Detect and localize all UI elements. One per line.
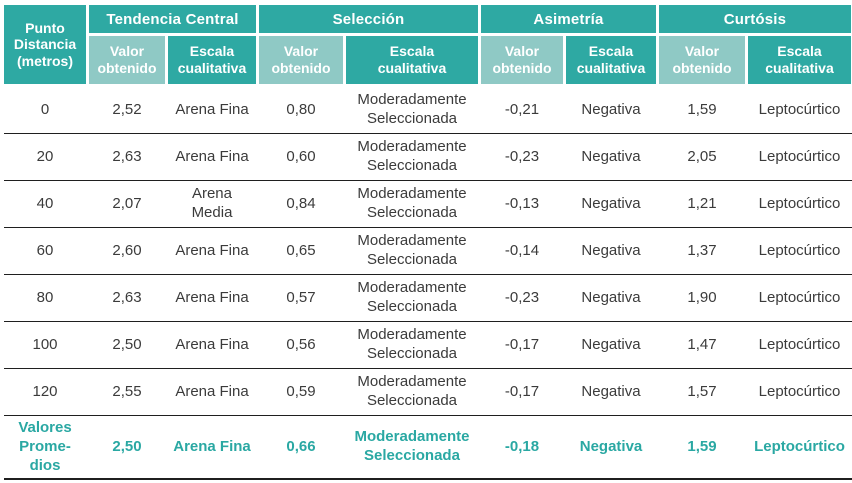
table-cell: Negativa: [579, 437, 643, 455]
table-cell: -0,17: [504, 335, 540, 353]
table-cell: Leptocúrtico: [758, 288, 841, 306]
table-row: 120 2,55 Arena Fina 0,59 Moderadamente Selec…: [4, 369, 852, 416]
subheader-valor-obtenido: Valor obtenido: [259, 36, 343, 84]
table-cell: 0,66: [286, 437, 316, 455]
table-cell: Arena Fina: [173, 437, 251, 455]
table-row: 20 2,63 Arena Fina 0,60 Moderadamente Selecc…: [4, 134, 852, 181]
table-cell: 40: [36, 194, 54, 212]
table-cell: Negativa: [581, 100, 641, 118]
table-cell: 1,47: [687, 335, 717, 353]
table-body: 0 2,52 Arena Fina 0,80 Moderadamente Selecci…: [4, 87, 852, 481]
group-header-tendencia-central: Tendencia Central: [89, 5, 256, 33]
table-cell: 2,60: [112, 241, 142, 259]
subheader-valor-obtenido: Valor obtenido: [481, 36, 563, 84]
table-cell: -0,17: [504, 382, 540, 400]
group-header-seleccion: Selección: [259, 5, 478, 33]
table-row: 100 2,50 Arena Fina 0,56 Moderadamente Selec…: [4, 322, 852, 369]
table-cell: 120: [32, 382, 58, 400]
table-row: 80 2,63 Arena Fina 0,57 Moderadamente Selecc…: [4, 275, 852, 322]
table-cell: Negativa: [581, 288, 641, 306]
table-cell: Moderadamente Seleccionada: [354, 428, 470, 465]
table-cell: 0,59: [286, 382, 316, 400]
table-cell: Arena Fina: [175, 100, 249, 118]
table-cell: 2,50: [112, 335, 142, 353]
subheader-escala-cualitativa: Escala cualitativa: [346, 36, 478, 84]
table-cell: Moderadamente Seleccionada: [357, 326, 467, 362]
table-cell: Negativa: [581, 147, 641, 165]
table-row: 60 2,60 Arena Fina 0,65 Moderadamente Selecc…: [4, 228, 852, 275]
table-cell: 1,37: [687, 241, 717, 259]
table-cell: Arena Fina: [175, 241, 249, 259]
table-cell: Arena Fina: [175, 288, 249, 306]
group-header-asimetria: Asimetría: [481, 5, 656, 33]
table-cell: Arena Fina: [175, 335, 249, 353]
group-header-curtosis: Curtósis: [659, 5, 851, 33]
table-cell: Leptocúrtico: [758, 147, 841, 165]
table-cell: 2,07: [112, 194, 142, 212]
table-cell: Moderadamente Seleccionada: [357, 232, 467, 268]
table-cell: Valores Prome- dios: [18, 419, 72, 474]
subheader-valor-obtenido: Valor obtenido: [659, 36, 745, 84]
table-cell: Leptocúrtico: [758, 194, 841, 212]
table-cell: -0,23: [504, 288, 540, 306]
table-cell: 2,63: [112, 288, 142, 306]
table-cell: Arena Fina: [175, 382, 249, 400]
table-cell: Negativa: [581, 382, 641, 400]
table-cell: 0: [40, 100, 50, 118]
table-cell: 2,50: [112, 437, 142, 455]
table-cell: 1,59: [687, 100, 717, 118]
table-cell: 0,60: [286, 147, 316, 165]
table-cell: Leptocúrtico: [758, 100, 841, 118]
table-row: 0 2,52 Arena Fina 0,80 Moderadamente Selecci…: [4, 87, 852, 134]
table-cell: -0,18: [504, 437, 540, 455]
table-row: 40 2,07 Arena Media 0,84 Moderadamente Selec…: [4, 181, 852, 228]
table-cell: Moderadamente Seleccionada: [357, 91, 467, 127]
table-cell: -0,13: [504, 194, 540, 212]
table-cell: -0,23: [504, 147, 540, 165]
subheader-valor-obtenido: Valor obtenido: [89, 36, 165, 84]
table-cell: Negativa: [581, 335, 641, 353]
table-header: Punto Distancia (metros) Tendencia Centr…: [4, 5, 852, 84]
table-cell: 2,05: [687, 147, 717, 165]
subheader-escala-cualitativa: Escala cualitativa: [748, 36, 851, 84]
table-cell: 0,80: [286, 100, 316, 118]
table-cell: Leptocúrtico: [758, 335, 841, 353]
table-cell: Leptocúrtico: [758, 382, 841, 400]
table-cell: 60: [36, 241, 54, 259]
table-cell: 1,90: [687, 288, 717, 306]
table-cell: 20: [36, 147, 54, 165]
corner-header-punto-distancia: Punto Distancia (metros): [4, 5, 86, 84]
table-cell: 1,57: [687, 382, 717, 400]
table-cell: Leptocúrtico: [758, 241, 841, 259]
subheader-escala-cualitativa: Escala cualitativa: [566, 36, 656, 84]
table-cell: 1,59: [687, 437, 717, 455]
table-cell: -0,21: [504, 100, 540, 118]
table-cell: Leptocúrtico: [754, 437, 845, 455]
table-cell: Negativa: [581, 194, 641, 212]
table-cell: 0,84: [286, 194, 316, 212]
table-cell: 2,63: [112, 147, 142, 165]
summary-row: Valores Prome- dios 2,50 Arena Fina 0,66 Mod…: [4, 416, 852, 481]
table-cell: 0,57: [286, 288, 316, 306]
table-cell: 0,65: [286, 241, 316, 259]
table-cell: 0,56: [286, 335, 316, 353]
subheader-escala-cualitativa: Escala cualitativa: [168, 36, 256, 84]
table-cell: Moderadamente Seleccionada: [357, 373, 467, 409]
table-cell: 2,52: [112, 100, 142, 118]
table-cell: 1,21: [687, 194, 717, 212]
table-cell: Negativa: [581, 241, 641, 259]
table-cell: Moderadamente Seleccionada: [357, 185, 467, 221]
table-cell: 80: [36, 288, 54, 306]
table-cell: Moderadamente Seleccionada: [357, 279, 467, 315]
table-cell: Arena Fina: [175, 147, 249, 165]
table-cell: 100: [32, 335, 58, 353]
table-cell: Moderadamente Seleccionada: [357, 138, 467, 174]
table-cell: Arena Media: [191, 185, 233, 221]
table-cell: 2,55: [112, 382, 142, 400]
table-cell: -0,14: [504, 241, 540, 259]
